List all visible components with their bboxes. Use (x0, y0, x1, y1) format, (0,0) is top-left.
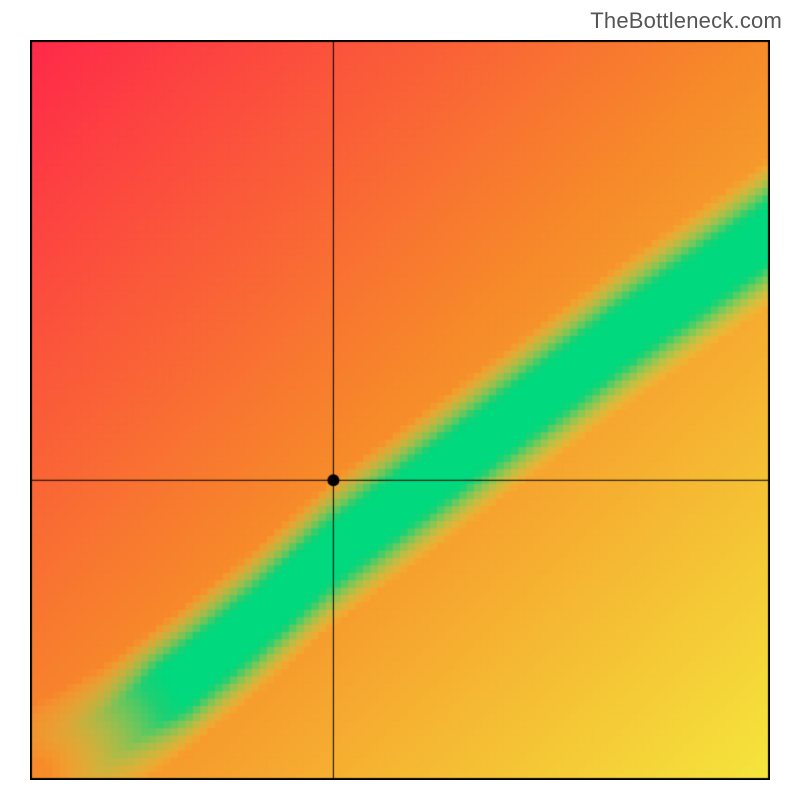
bottleneck-heatmap (30, 40, 770, 780)
watermark-text: TheBottleneck.com (590, 8, 782, 34)
